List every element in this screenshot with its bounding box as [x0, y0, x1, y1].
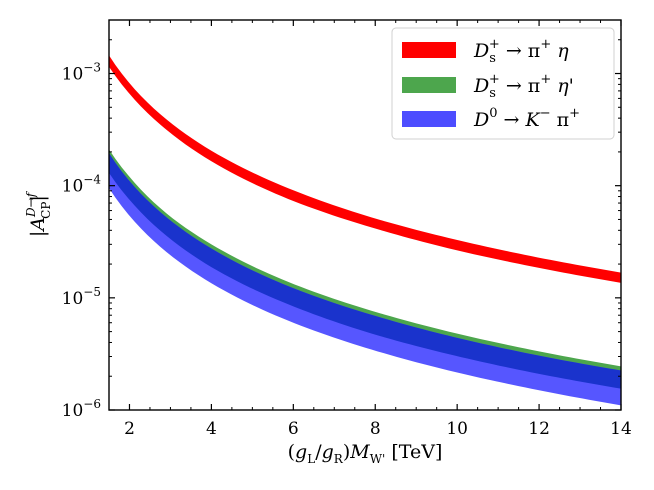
x-tick-label: 10 [446, 419, 468, 439]
x-axis: 2 4 6 8 10 12 14 [124, 20, 632, 439]
x-tick-label: 8 [370, 419, 381, 439]
band-2 [109, 149, 621, 389]
x-tick-label: 4 [206, 419, 217, 439]
legend-swatch-2 [402, 77, 456, 93]
y-tick-label: 10−5 [62, 285, 101, 309]
legend-label-1: Ds+ → π+ η [473, 37, 569, 66]
legend-label-3: D0 → K− π+ [473, 106, 580, 131]
x-tick-label: 14 [610, 419, 632, 439]
band-layer [109, 55, 621, 406]
x-tick-label: 6 [288, 419, 299, 439]
y-tick-label: 10−4 [62, 173, 102, 197]
plot-frame [108, 19, 622, 411]
y-tick-label: 10−6 [62, 397, 101, 421]
x-tick-label: 2 [124, 419, 135, 439]
x-tick-label: 12 [528, 419, 550, 439]
legend-label-2: Ds+ → π+ η' [473, 72, 574, 101]
y-axis: 10−6 10−5 10−4 10−3 [62, 19, 621, 421]
y-axis-label: |AD→fCP| [24, 190, 53, 237]
y-tick-label: 10−3 [62, 61, 101, 85]
svg-text:|AD→fCP|: |AD→fCP| [24, 190, 53, 237]
band-overlap [109, 153, 621, 389]
legend: Ds+ → π+ η Ds+ → π+ η' D0 → K− π+ [391, 27, 615, 140]
band-3 [109, 153, 621, 406]
legend-swatch-1 [402, 42, 456, 58]
legend-swatch-3 [402, 111, 456, 127]
x-axis-label: (gL/gR)MW' [TeV] [288, 441, 443, 466]
